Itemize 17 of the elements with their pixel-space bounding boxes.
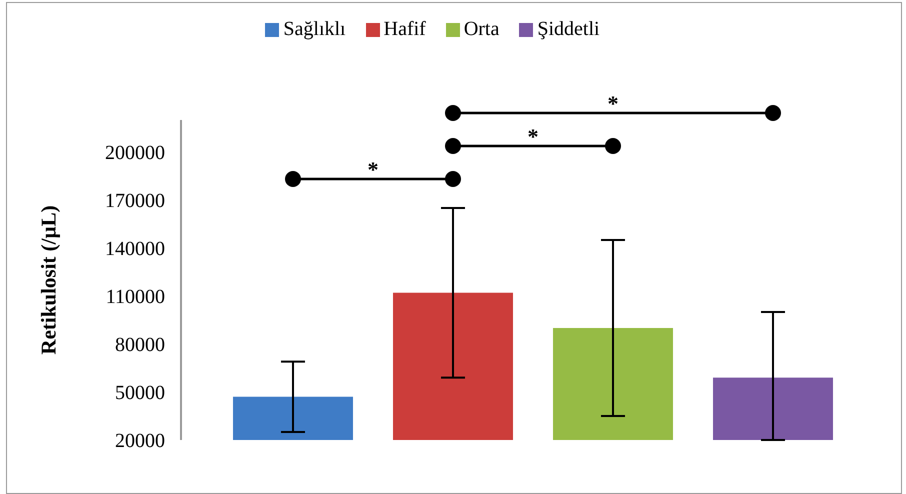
y-tick-label: 20000 <box>115 430 165 452</box>
y-tick-label: 110000 <box>106 286 165 308</box>
y-tick-label: 170000 <box>105 190 165 212</box>
y-axis-title: Retikulosit (/µL) <box>36 205 60 355</box>
significance-bracket: * <box>285 157 461 187</box>
annotation: * <box>368 157 378 182</box>
legend-label: Hafif <box>384 18 426 40</box>
legend-label: Şiddetli <box>537 18 600 40</box>
y-tick-label: 80000 <box>115 334 165 356</box>
y-tick-label: 50000 <box>115 382 165 404</box>
legend-label: Orta <box>464 18 500 40</box>
legend-label: Sağlıklı <box>283 18 346 40</box>
annotation: * <box>528 124 538 149</box>
significance-bracket: * <box>445 91 781 121</box>
y-tick-label: 140000 <box>105 238 165 260</box>
y-tick-label: 200000 <box>105 142 165 164</box>
significance-bracket: * <box>445 124 621 154</box>
